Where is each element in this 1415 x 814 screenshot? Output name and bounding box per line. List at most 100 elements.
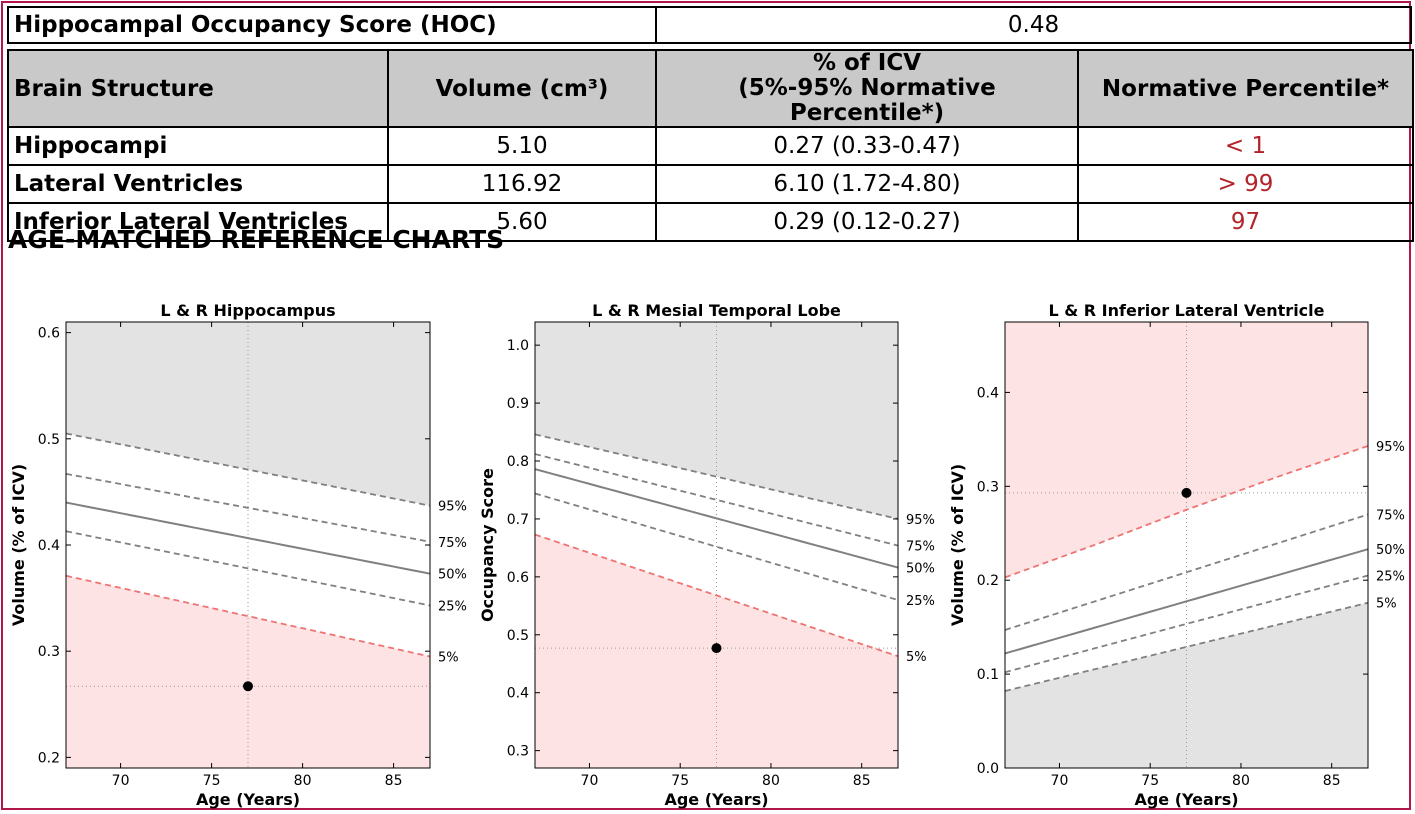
chart-title: L & R Hippocampus [160, 301, 335, 320]
x-tick-label: 75 [203, 773, 221, 789]
x-tick-label: 85 [385, 773, 403, 789]
y-tick-label: 0.4 [38, 538, 60, 554]
x-tick-label: 85 [1323, 773, 1341, 789]
y-tick-label: 0.2 [38, 750, 60, 766]
y-tick-label: 0.5 [507, 628, 529, 644]
x-tick-label: 80 [762, 773, 780, 789]
percentile-line-50 [65, 501, 431, 575]
x-axis-label: Age (Years) [1134, 790, 1238, 809]
x-tick-label: 70 [1051, 773, 1069, 789]
percentile-label: 95% [906, 513, 935, 528]
percentile-line-5 [65, 574, 431, 658]
plot-frame [1004, 321, 1369, 769]
upper-shaded-region [1005, 322, 1368, 578]
section-title: AGE-MATCHED REFERENCE CHARTS [8, 225, 505, 254]
percentile-line-5 [1004, 601, 1369, 692]
percentile-label: 95% [1376, 440, 1405, 455]
y-axis-label: Occupancy Score [478, 468, 497, 622]
row-percentile: < 1 [1077, 126, 1414, 166]
y-tick-label: 0.0 [977, 761, 999, 777]
percentile-line-25 [534, 492, 899, 601]
percentile-line-95 [1004, 445, 1369, 579]
percentile-label: 5% [438, 651, 459, 666]
row-volume: 5.60 [387, 202, 657, 242]
chart-title: L & R Mesial Temporal Lobe [592, 301, 841, 320]
patient-point [711, 643, 722, 654]
percentile-line-5 [534, 533, 899, 658]
y-axis-label: Volume (% of ICV) [9, 464, 28, 626]
row-icv: 6.10 (1.72-4.80) [655, 164, 1079, 204]
lower-shaded-region [1005, 602, 1368, 768]
y-tick-label: 0.3 [507, 744, 529, 760]
chart-title: L & R Inferior Lateral Ventricle [1049, 301, 1325, 320]
y-tick-label: 0.6 [38, 326, 60, 342]
x-tick-label: 70 [581, 773, 599, 789]
x-axis-label: Age (Years) [664, 790, 768, 809]
y-axis-label: Volume (% of ICV) [948, 464, 967, 626]
y-tick-label: 0.2 [977, 573, 999, 589]
hoc-label: Hippocampal Occupancy Score (HOC) [7, 6, 657, 44]
row-percentile: > 99 [1077, 164, 1414, 204]
percentile-line-50 [1004, 548, 1369, 655]
upper-shaded-region [66, 322, 430, 506]
percentile-line-95 [65, 432, 431, 507]
row-volume: 116.92 [387, 164, 657, 204]
row-structure: Lateral Ventricles [7, 164, 389, 204]
percentile-label: 95% [438, 500, 467, 515]
y-tick-label: 0.3 [977, 479, 999, 495]
percentile-line-75 [534, 453, 899, 547]
percentile-line-95 [534, 433, 899, 520]
header-volume: Volume (cm³) [387, 49, 657, 128]
patient-point [1181, 487, 1192, 498]
upper-shaded-region [535, 322, 898, 519]
y-tick-label: 0.8 [507, 454, 529, 470]
percentile-label: 5% [906, 650, 927, 665]
x-tick-label: 70 [112, 773, 130, 789]
header-icv-line1: % of ICV [812, 50, 922, 76]
y-tick-label: 0.3 [38, 644, 60, 660]
header-icv: % of ICV (5%-95% Normative Percentile*) [655, 49, 1079, 128]
y-tick-label: 0.4 [977, 385, 999, 401]
percentile-label: 75% [438, 536, 467, 551]
x-tick-label: 85 [853, 773, 871, 789]
hoc-value: 0.48 [655, 6, 1412, 44]
x-tick-label: 75 [1141, 773, 1159, 789]
hoc-table: Hippocampal Occupancy Score (HOC) 0.48 [7, 6, 1412, 44]
y-tick-label: 0.4 [507, 686, 529, 702]
row-icv: 0.27 (0.33-0.47) [655, 126, 1079, 166]
percentile-line-50 [534, 468, 899, 569]
percentile-label: 25% [438, 600, 467, 615]
header-icv-line2: (5%-95% Normative Percentile*) [738, 75, 996, 126]
percentile-line-25 [1004, 574, 1369, 674]
volume-table: Brain Structure Volume (cm³) % of ICV (5… [7, 49, 1414, 242]
table-row: Lateral Ventricles 116.92 6.10 (1.72-4.8… [7, 164, 1414, 204]
y-tick-label: 0.9 [507, 396, 529, 412]
table-row: Hippocampi 5.10 0.27 (0.33-0.47) < 1 [7, 126, 1414, 166]
patient-point [243, 681, 253, 692]
header-structure: Brain Structure [7, 49, 389, 128]
percentile-label: 25% [1376, 570, 1405, 585]
row-percentile: 97 [1077, 202, 1414, 242]
x-tick-label: 75 [671, 773, 689, 789]
y-tick-label: 0.1 [977, 667, 999, 683]
y-tick-label: 0.6 [507, 570, 529, 586]
row-icv: 0.29 (0.12-0.27) [655, 202, 1079, 242]
x-axis-label: Age (Years) [196, 790, 300, 809]
percentile-label: 25% [906, 594, 935, 609]
y-tick-label: 1.0 [507, 338, 529, 354]
percentile-line-75 [1004, 513, 1369, 631]
volume-table-header: Brain Structure Volume (cm³) % of ICV (5… [7, 49, 1414, 128]
percentile-label: 50% [906, 562, 935, 577]
percentile-label: 5% [1376, 597, 1397, 612]
x-tick-label: 80 [1232, 773, 1250, 789]
row-volume: 5.10 [387, 126, 657, 166]
table-row: Inferior Lateral Ventricles 5.60 0.29 (0… [7, 202, 1414, 242]
y-tick-label: 0.7 [507, 512, 529, 528]
row-structure: Hippocampi [7, 126, 389, 166]
y-tick-label: 0.5 [38, 432, 60, 448]
percentile-label: 50% [1376, 543, 1405, 558]
percentile-label: 50% [438, 568, 467, 583]
percentile-label: 75% [1376, 508, 1405, 523]
